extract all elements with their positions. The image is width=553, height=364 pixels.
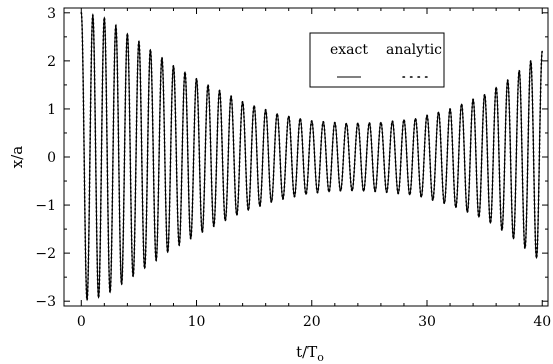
y-axis-ticks: −3 −2 −1 0 1 2 3 xyxy=(35,6,548,310)
x-tick-label: 40 xyxy=(533,314,551,330)
x-tick-label: 30 xyxy=(418,314,436,330)
legend: exact analytic xyxy=(309,32,445,88)
legend-label-analytic: analytic xyxy=(386,42,442,58)
y-tick-label: 0 xyxy=(47,150,56,166)
y-tick-label: −2 xyxy=(35,246,56,262)
y-tick-label: 1 xyxy=(47,102,56,118)
y-axis-label: x/a xyxy=(8,146,26,169)
legend-label-exact: exact xyxy=(330,42,368,58)
x-tick-label: 10 xyxy=(188,314,206,330)
series-layer xyxy=(80,12,544,303)
x-axis-label: t/To xyxy=(296,343,324,364)
x-axis-ticks: 0 10 20 30 40 xyxy=(77,8,551,330)
series-analytic-line xyxy=(80,12,544,303)
y-tick-label: 2 xyxy=(47,54,56,70)
x-tick-label: 0 xyxy=(77,314,86,330)
y-tick-label: 3 xyxy=(47,6,56,22)
y-tick-label: −1 xyxy=(35,198,56,214)
x-tick-label: 20 xyxy=(303,314,321,330)
legend-box xyxy=(309,32,445,88)
y-tick-label: −3 xyxy=(35,294,56,310)
